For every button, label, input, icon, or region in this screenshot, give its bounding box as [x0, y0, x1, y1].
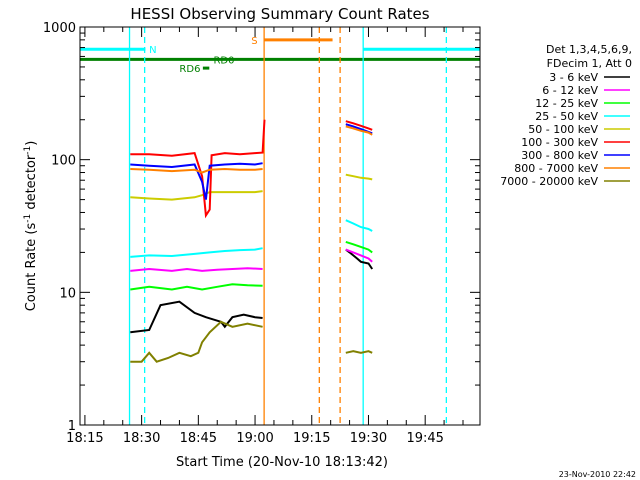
- x-tick-label: 18:30: [123, 431, 160, 446]
- y-tick-label: 10: [59, 286, 76, 301]
- x-axis-label: Start Time (20-Nov-10 18:13:42): [176, 455, 388, 470]
- legend-entry-label: 3 - 6 keV: [549, 71, 598, 84]
- legend-title-line-2: FDecim 1, Att 0: [547, 57, 632, 70]
- legend-entry-label: 800 - 7000 keV: [514, 162, 598, 175]
- series-line: [130, 247, 263, 258]
- axes: 18:15 18:30 18:45 19:00 19:15 19:30 19:45 1 10 10…: [43, 21, 480, 446]
- flag-bars: N S RD0 RD6: [80, 36, 480, 75]
- series-lines: [130, 119, 374, 363]
- y-tick-label: 1000: [43, 21, 76, 36]
- flag-bar-label: S: [251, 36, 257, 47]
- event-markers: [128, 27, 448, 425]
- x-tick-label: 18:15: [66, 431, 103, 446]
- series-line: [130, 162, 263, 200]
- series-line: [345, 240, 373, 254]
- series-line: [345, 248, 374, 270]
- legend-entry-label: 12 - 25 keV: [535, 97, 598, 110]
- series-line: [345, 173, 373, 181]
- timestamp: 23-Nov-2010 22:42: [559, 470, 636, 479]
- legend-entry-label: 25 - 50 keV: [535, 110, 598, 123]
- y-axis-label: Count Rate (s-1 detector-1): [23, 141, 39, 312]
- series-line: [130, 320, 263, 363]
- series-line: [345, 248, 373, 263]
- x-tick-label: 19:00: [236, 431, 273, 446]
- series-line: [345, 350, 373, 354]
- x-tick-label: 18:45: [180, 431, 217, 446]
- legend-entry-label: 300 - 800 keV: [521, 149, 598, 162]
- flag-bar-label: RD0: [213, 55, 234, 66]
- legend-entry-label: 7000 - 20000 keV: [500, 175, 598, 188]
- chart-title: HESSI Observing Summary Count Rates: [130, 5, 429, 23]
- y-tick-label: 100: [51, 154, 76, 169]
- legend-entry-label: 6 - 12 keV: [542, 84, 598, 97]
- y-tick-label: 1: [68, 419, 76, 434]
- flag-bar-label: N: [149, 45, 156, 56]
- x-tick-label: 19:45: [406, 431, 443, 446]
- series-line: [130, 167, 263, 174]
- legend-title-line-1: Det 1,3,4,5,6,9,: [546, 43, 632, 56]
- series-line: [130, 190, 263, 201]
- series-line: [130, 300, 263, 334]
- series-line: [130, 267, 263, 272]
- x-tick-label: 19:15: [293, 431, 330, 446]
- x-tick-label: 19:30: [350, 431, 387, 446]
- plot-frame: [79, 26, 481, 426]
- series-line: [345, 120, 373, 131]
- series-line: [345, 219, 373, 232]
- series-line: [130, 283, 263, 291]
- series-line: [345, 125, 373, 136]
- series-line: [130, 119, 266, 219]
- flag-bar-label: RD6: [179, 64, 200, 75]
- legend-entry-label: 50 - 100 keV: [528, 123, 598, 136]
- legend-entry-label: 100 - 300 keV: [521, 136, 598, 149]
